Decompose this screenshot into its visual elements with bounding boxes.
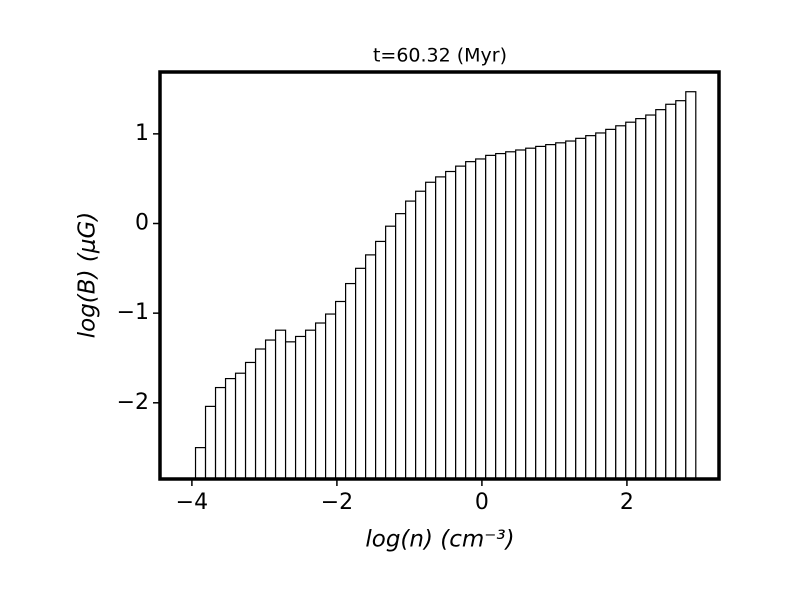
bar xyxy=(314,322,327,480)
bar xyxy=(324,313,337,480)
y-tick-label: −2 xyxy=(117,390,149,415)
y-tick-label: 1 xyxy=(135,121,149,146)
bar xyxy=(505,151,517,480)
y-tick-label: 0 xyxy=(135,211,149,236)
bar xyxy=(294,335,307,480)
bar xyxy=(445,170,457,480)
bar xyxy=(204,405,217,480)
bar xyxy=(565,140,577,480)
bar xyxy=(585,135,597,480)
bar xyxy=(635,118,647,480)
bar xyxy=(515,149,527,480)
bar xyxy=(455,165,467,480)
bar xyxy=(575,137,587,480)
bar xyxy=(415,190,427,480)
bar xyxy=(274,329,287,480)
chart-title: t=60.32 (Myr) xyxy=(373,45,507,67)
bar xyxy=(214,386,227,480)
bar xyxy=(615,125,627,480)
bar xyxy=(425,181,437,480)
bar xyxy=(675,100,687,480)
bar xyxy=(365,254,377,480)
x-axis-label: log(n) (cm⁻³) xyxy=(365,527,514,553)
y-axis-label: log(B) (μG) xyxy=(75,212,101,339)
bar xyxy=(304,329,317,480)
bar xyxy=(244,361,257,480)
bar xyxy=(385,225,397,480)
bar xyxy=(485,154,497,480)
bar xyxy=(254,348,267,480)
bar xyxy=(655,109,667,480)
bar xyxy=(435,176,447,480)
y-tick-label: −1 xyxy=(117,300,149,325)
bar xyxy=(345,282,357,480)
bar xyxy=(535,145,547,480)
bar xyxy=(625,121,637,480)
bar xyxy=(335,300,347,480)
bar xyxy=(525,147,537,480)
bar xyxy=(234,372,247,480)
bar xyxy=(555,142,567,480)
bar xyxy=(355,267,367,480)
plot-frame xyxy=(158,70,721,481)
x-tick-label: 2 xyxy=(620,490,634,515)
bar xyxy=(194,447,207,480)
bar xyxy=(375,240,387,480)
bar xyxy=(595,132,607,480)
bar xyxy=(405,200,417,480)
bar xyxy=(605,128,617,480)
x-tick-label: −4 xyxy=(176,490,208,515)
bar xyxy=(685,91,697,480)
bar xyxy=(465,161,477,480)
x-tick-label: 0 xyxy=(475,490,489,515)
bar xyxy=(395,213,407,480)
x-tick-label: −2 xyxy=(321,490,353,515)
bar xyxy=(224,377,237,480)
bar xyxy=(665,103,677,480)
bar xyxy=(545,144,557,480)
bar xyxy=(264,339,277,480)
bar xyxy=(475,158,487,480)
bar xyxy=(645,114,657,480)
bar xyxy=(284,341,297,480)
bar xyxy=(495,152,507,480)
